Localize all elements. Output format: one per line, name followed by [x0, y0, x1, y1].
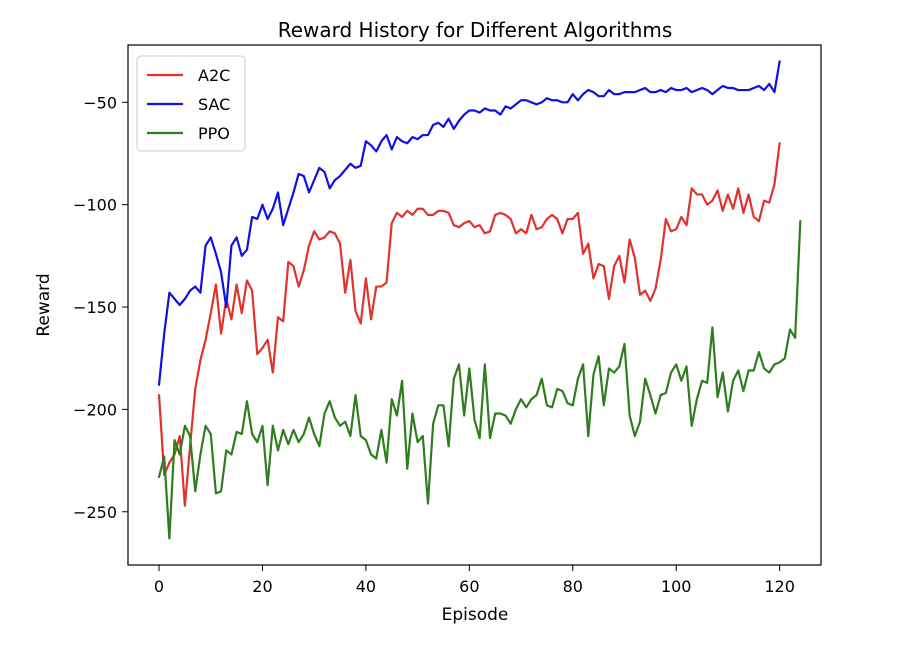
series-line-a2c	[157, 142, 781, 507]
x-tick-label: 40	[356, 577, 376, 596]
x-tick-label: 120	[764, 577, 795, 596]
x-tick-label: 0	[154, 577, 164, 596]
y-tick-label: −150	[73, 298, 117, 317]
x-tick-label: 60	[459, 577, 479, 596]
legend-box	[136, 55, 246, 152]
chart-title: Reward History for Different Algorithms	[278, 18, 673, 42]
legend: A2C SAC PPO	[136, 55, 246, 152]
x-tick-label: 80	[563, 577, 583, 596]
legend-label-sac: SAC	[198, 95, 230, 114]
x-tick-label: 100	[661, 577, 692, 596]
x-axis: 0 20 40 60 80 100 120	[154, 565, 795, 596]
y-tick-label: −200	[73, 400, 117, 419]
x-axis-label: Episode	[442, 605, 509, 625]
plot-area	[157, 60, 802, 540]
legend-label-ppo: PPO	[198, 124, 230, 143]
legend-label-a2c: A2C	[198, 66, 230, 85]
series-line-ppo	[157, 219, 802, 540]
y-axis: −250 −200 −150 −100 −50	[73, 93, 128, 522]
y-tick-label: −100	[73, 196, 117, 215]
y-axis-label: Reward	[34, 273, 54, 336]
plot-frame	[127, 44, 822, 566]
series-line-sac	[157, 60, 781, 386]
y-tick-label: −250	[73, 503, 117, 522]
x-tick-label: 20	[252, 577, 272, 596]
y-tick-label: −50	[83, 93, 117, 112]
